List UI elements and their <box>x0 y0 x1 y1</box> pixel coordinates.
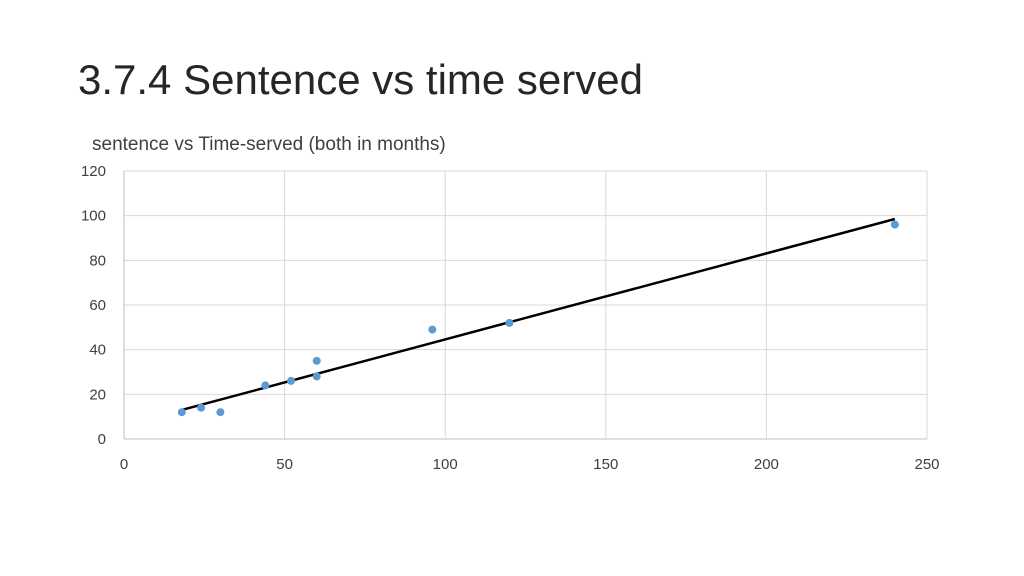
y-tick-label: 0 <box>98 431 106 448</box>
data-points <box>177 220 899 417</box>
x-tick-label: 200 <box>754 456 779 473</box>
trendline-group <box>181 217 896 412</box>
y-tick-labels: 0 20 40 60 80 100 120 <box>81 163 106 448</box>
y-tick-label: 20 <box>89 386 106 403</box>
data-point <box>312 372 321 381</box>
x-tick-label: 150 <box>593 456 618 473</box>
x-tick-label: 100 <box>433 456 458 473</box>
data-point <box>505 318 514 327</box>
x-tick-label: 0 <box>120 456 128 473</box>
trendline <box>181 217 896 412</box>
chart-title: sentence vs Time-served (both in months) <box>92 134 446 155</box>
data-point <box>428 325 437 334</box>
x-tick-labels: 0 50 100 150 200 250 <box>120 456 940 473</box>
data-point <box>890 220 899 229</box>
y-tick-label: 80 <box>89 252 106 269</box>
y-tick-label: 60 <box>89 297 106 314</box>
slide-title: 3.7.4 Sentence vs time served <box>78 56 643 103</box>
gridlines <box>124 170 928 439</box>
data-point <box>177 408 186 417</box>
axes <box>123 171 927 440</box>
y-tick-label: 40 <box>89 342 106 359</box>
data-point <box>312 356 321 365</box>
data-point <box>216 408 225 417</box>
x-tick-label: 250 <box>914 456 939 473</box>
data-point <box>287 376 296 385</box>
data-point <box>261 381 270 390</box>
x-tick-label: 50 <box>276 456 293 473</box>
y-tick-label: 100 <box>81 208 106 225</box>
y-tick-label: 120 <box>81 163 106 180</box>
data-point <box>197 403 206 412</box>
